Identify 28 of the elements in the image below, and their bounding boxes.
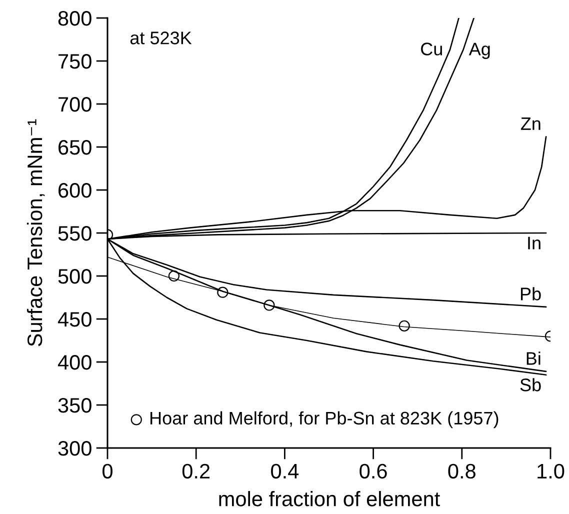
y-tick-label: 300	[58, 441, 92, 456]
series-label: Ag	[468, 42, 490, 59]
y-tick-label: 500	[58, 269, 92, 284]
y-tick-label: 750	[58, 54, 92, 69]
y-tick-label: 450	[58, 312, 92, 327]
y-tick-label: 800	[58, 11, 92, 26]
x-tick-label: 1.0	[538, 464, 564, 479]
legend-label: Hoar and Melford, for Pb-Sn at 823K (1957)	[150, 411, 498, 428]
series-label: Cu	[421, 42, 442, 56]
y-axis-title: Surface Tension, mNm⁻¹	[26, 119, 45, 346]
series-label: Bi	[526, 352, 540, 365]
y-tick-label: 650	[58, 140, 92, 155]
y-tick-label: 700	[58, 97, 92, 112]
y-tick-label: 400	[58, 355, 92, 370]
x-tick-label: 0.2	[182, 464, 210, 479]
series-label: Zn	[520, 118, 540, 130]
y-tick-label: 600	[58, 183, 92, 198]
series-label: Pb	[520, 287, 541, 300]
x-tick-label: 0	[102, 464, 112, 479]
y-tick-label: 550	[58, 226, 92, 241]
series-label: In	[528, 236, 540, 250]
x-tick-label: 0.6	[360, 464, 387, 479]
y-tick-label: 350	[58, 398, 92, 413]
annotation: at 523K	[130, 32, 192, 44]
x-tick-label: 0.4	[271, 464, 299, 479]
x-axis-title: mole fraction of element	[219, 491, 440, 506]
series-label: Sb	[520, 378, 541, 392]
x-tick-label: 0.8	[448, 464, 476, 479]
